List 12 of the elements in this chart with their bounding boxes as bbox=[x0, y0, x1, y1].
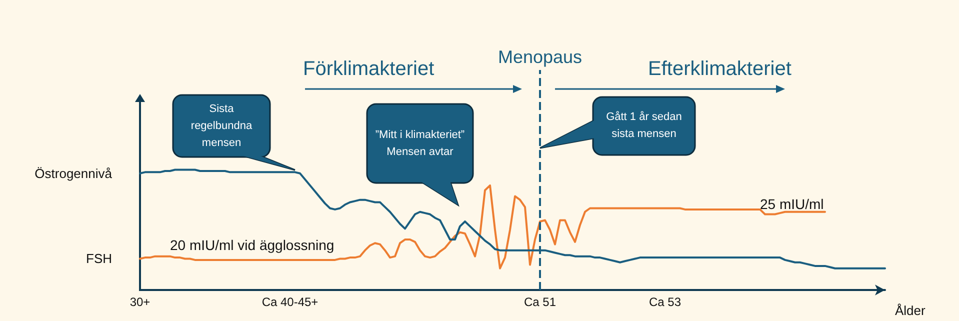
annotation: 25 mIU/ml bbox=[760, 196, 824, 212]
text: FSH bbox=[86, 251, 112, 266]
x-tick-label: 30+ bbox=[130, 295, 150, 309]
text: Förklimakteriet bbox=[303, 58, 434, 81]
x-tick-label: Ca 51 bbox=[524, 295, 556, 309]
x-tick-label: Ca 53 bbox=[648, 295, 682, 309]
text: Östrogennivå bbox=[34, 166, 113, 181]
x-tick-label: Ca 40-45+ bbox=[262, 295, 318, 309]
annotation: 20 mIU/ml vid ägglossning bbox=[170, 237, 334, 253]
text: Efterklimakteriet bbox=[648, 58, 792, 81]
ref-line-label: Menopaus bbox=[498, 47, 582, 67]
x-axis-title: Ålder bbox=[895, 303, 926, 318]
